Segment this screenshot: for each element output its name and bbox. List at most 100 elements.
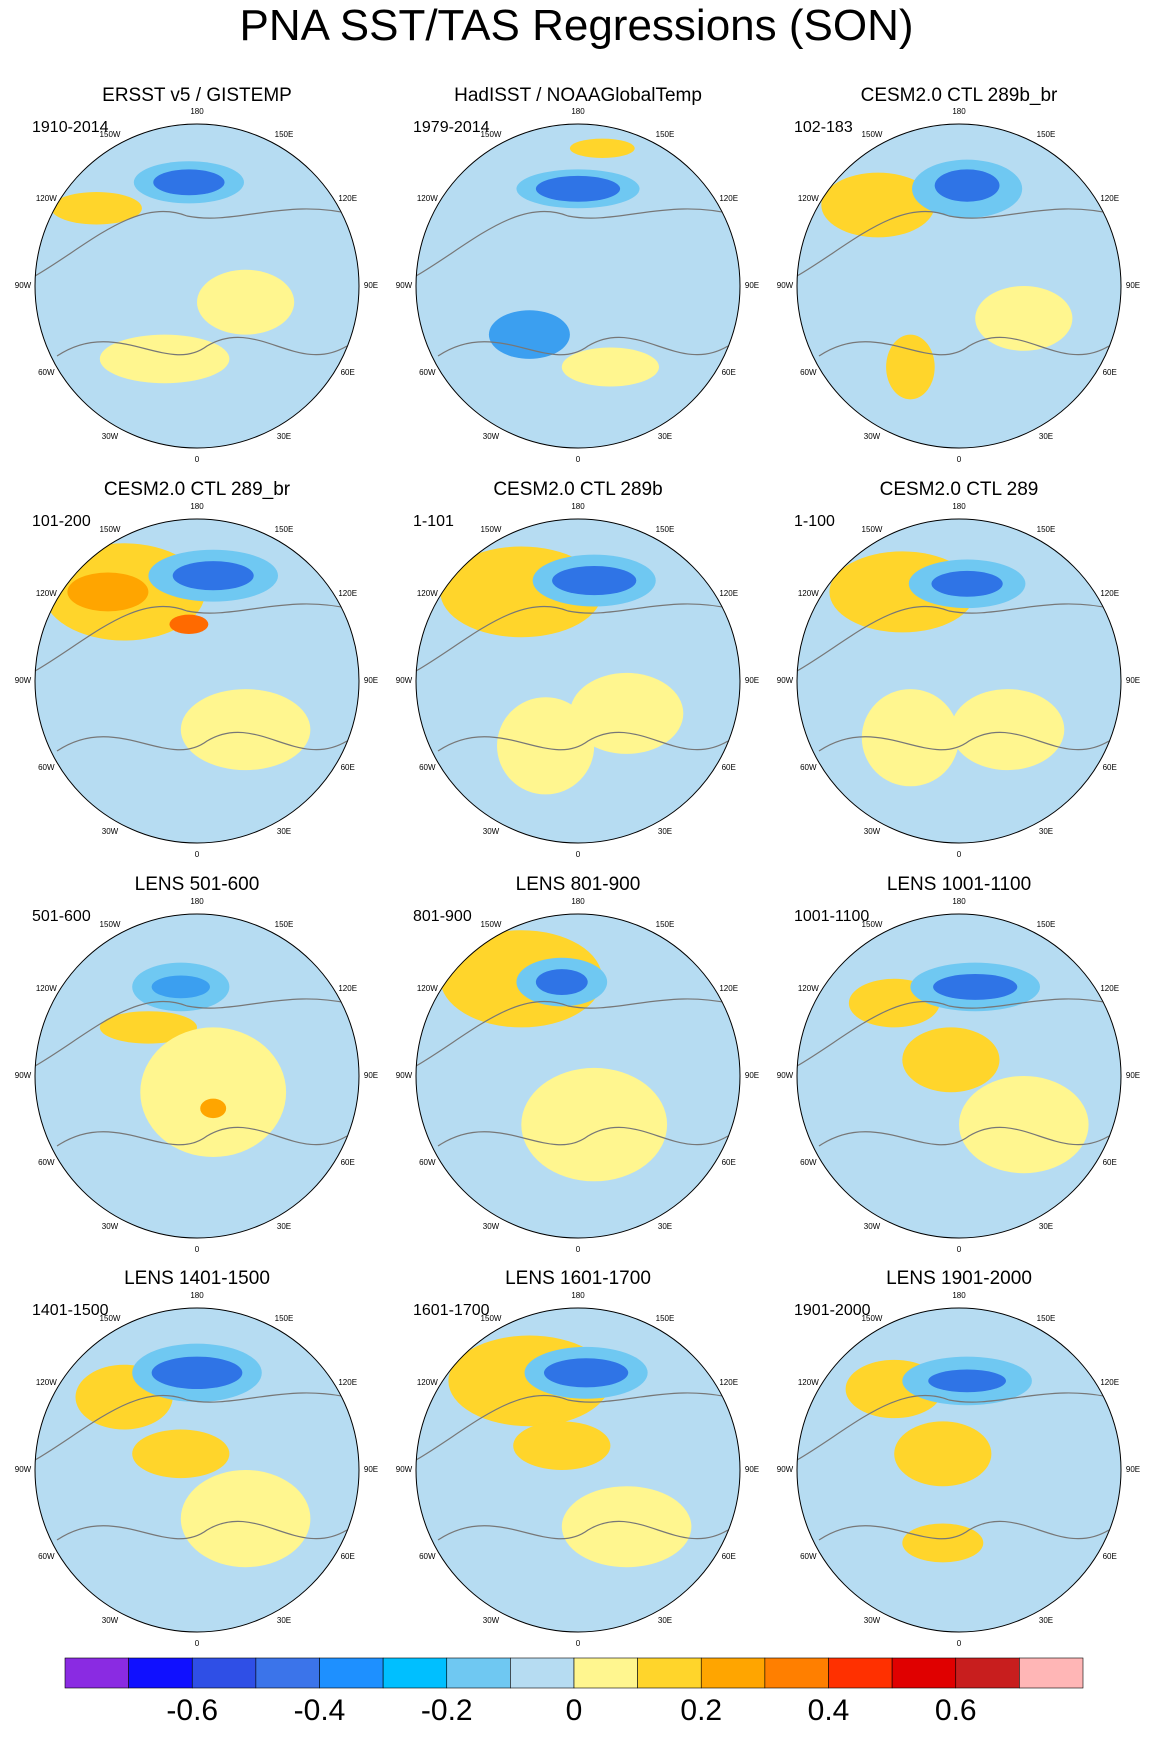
panel-title: LENS 1601-1700 [505,1268,651,1289]
colorbar-swatch [446,1657,511,1689]
longitude-label: 30E [657,1221,673,1231]
longitude-label: 60E [1102,1158,1117,1167]
period-label: 1901-2000 [794,1302,871,1319]
longitude-label: 90E [744,1071,760,1080]
anomaly-region [902,1027,1000,1093]
colorbar-swatch [891,1657,957,1689]
longitude-label: 120E [719,589,739,598]
anomaly-region [561,1486,692,1568]
longitude-label: 90W [14,1071,32,1080]
longitude-label: 60W [38,368,55,377]
longitude-label: 90E [363,1465,379,1474]
coastline [797,208,1121,277]
longitude-label: 150W [480,525,502,535]
longitude-label: 30W [863,1615,881,1625]
panel-title: LENS 1901-2000 [886,1268,1032,1289]
longitude-label: 150E [1036,1314,1056,1324]
polar-map-panel [415,518,741,844]
polar-map-panel [34,518,360,844]
longitude-label: 0 [575,455,581,464]
coastline [35,1392,359,1461]
anomaly-region [153,169,225,196]
longitude-label: 90W [776,1465,794,1474]
longitude-label: 180 [190,1291,204,1300]
coastline [416,208,740,277]
longitude-label: 90W [395,1071,413,1080]
colorbar-swatch [319,1657,384,1689]
longitude-label: 120E [1100,194,1120,203]
longitude-label: 150E [274,130,294,140]
polar-map-panel [34,123,360,449]
anomaly-region [151,1356,243,1390]
period-label: 102-183 [794,119,853,136]
longitude-label: 120W [797,1378,819,1387]
anomaly-region [51,192,142,225]
longitude-label: 150W [480,920,502,930]
coastline [797,603,1121,672]
colorbar-swatch [64,1657,129,1689]
polar-map-panel [796,913,1122,1239]
longitude-label: 90E [744,676,760,685]
polar-map-panel [796,123,1122,449]
longitude-label: 0 [194,1245,200,1254]
longitude-label: 30W [101,1221,119,1231]
longitude-label: 60E [721,763,736,772]
longitude-label: 60E [721,368,736,377]
coastline [56,731,348,752]
longitude-label: 150W [861,1314,883,1324]
anomaly-region [561,347,660,387]
longitude-label: 120W [416,1378,438,1387]
longitude-label: 90W [14,676,32,685]
colorbar-swatch [191,1657,257,1689]
polar-map-panel [415,123,741,449]
polar-map-panel [415,913,741,1239]
anomaly-region [535,175,621,202]
anomaly-region [894,1421,992,1487]
coastline [56,336,348,357]
colorbar-tick-label: -0.4 [293,1694,346,1727]
longitude-label: 30E [1038,826,1054,836]
anomaly-region [821,172,935,238]
anomaly-region [886,334,935,400]
longitude-label: 30W [101,1615,119,1625]
longitude-label: 30E [276,1221,292,1231]
polar-map-panel [415,1307,741,1633]
longitude-label: 60W [38,1158,55,1167]
longitude-label: 180 [952,502,966,511]
longitude-label: 120E [1100,589,1120,598]
colorbar-swatch [255,1657,320,1689]
longitude-label: 150W [861,130,883,140]
anomaly-region [172,561,254,591]
longitude-label: 30E [276,826,292,836]
period-label: 1601-1700 [413,1302,490,1319]
colorbar-tick-label: 0 [565,1694,583,1727]
colorbar-swatch [573,1657,638,1689]
period-label: 1979-2014 [413,119,490,136]
coastline [416,603,740,672]
longitude-label: 60E [1102,763,1117,772]
colorbar-swatch [510,1657,575,1689]
longitude-label: 60E [340,1158,355,1167]
longitude-label: 150E [274,920,294,930]
anomaly-region [496,697,595,795]
longitude-label: 60W [800,1552,817,1561]
longitude-label: 120E [719,984,739,993]
longitude-label: 120W [797,589,819,598]
longitude-label: 120E [338,194,358,203]
longitude-label: 90E [363,676,379,685]
longitude-label: 120E [1100,1378,1120,1387]
coastline [437,1126,729,1147]
coastline [35,603,359,672]
map-border [796,518,1122,844]
anomaly-region [140,1027,287,1157]
longitude-label: 120E [338,589,358,598]
period-label: 1-101 [413,513,454,530]
longitude-label: 180 [952,1291,966,1300]
longitude-label: 150W [99,130,121,140]
map-border [415,1307,741,1633]
longitude-label: 30W [863,431,881,441]
longitude-label: 120W [35,1378,57,1387]
longitude-label: 30W [482,1221,500,1231]
longitude-label: 0 [575,1245,581,1254]
anomaly-region [535,969,588,995]
